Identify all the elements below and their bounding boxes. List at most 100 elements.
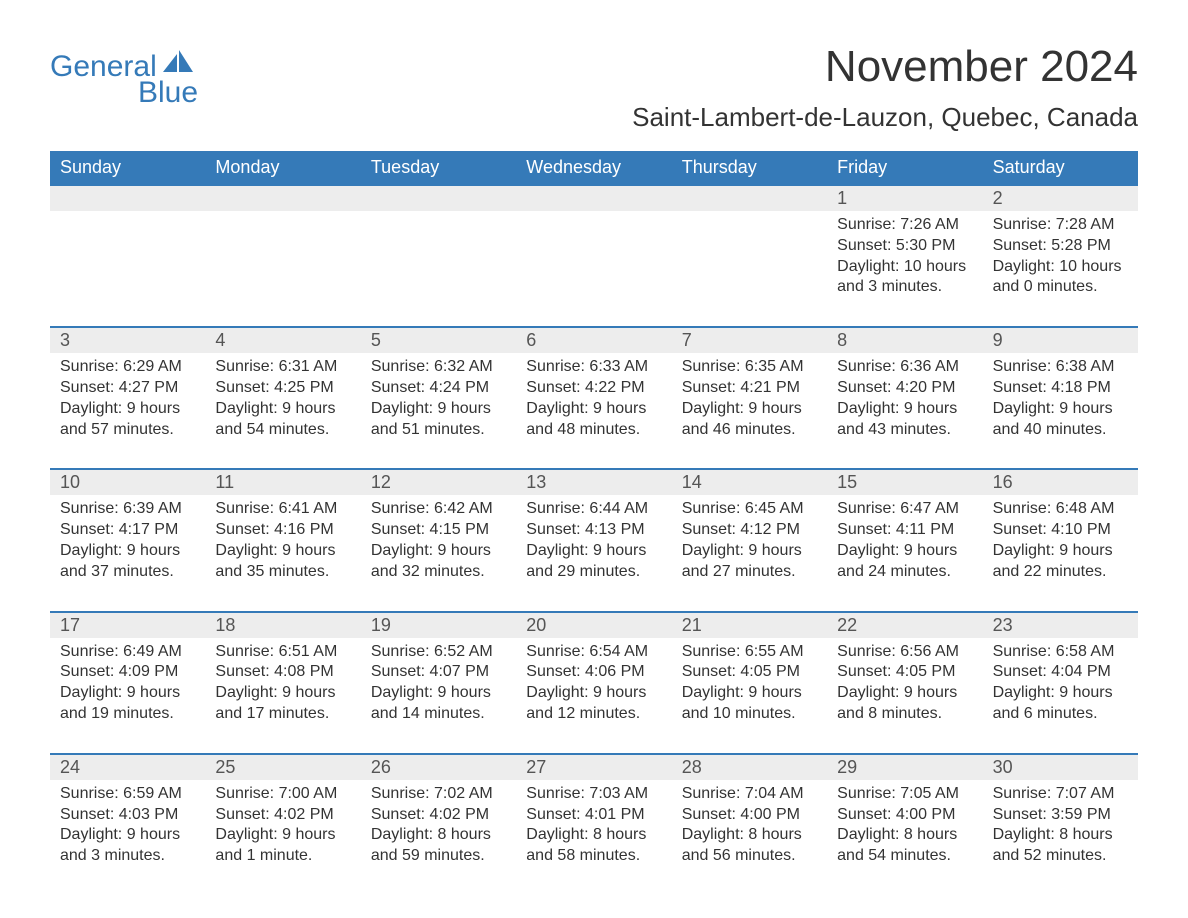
day-body: Sunrise: 6:42 AMSunset: 4:15 PMDaylight:… [361, 495, 516, 584]
sunrise-line: Sunrise: 6:33 AM [526, 357, 661, 378]
day-number: 23 [983, 613, 1138, 638]
daylight-line: Daylight: 8 hours and 54 minutes. [837, 825, 972, 867]
day-number [50, 186, 205, 211]
sunset-line: Sunset: 4:04 PM [993, 662, 1128, 683]
daylight-line: Daylight: 9 hours and 24 minutes. [837, 541, 972, 583]
daylight-line: Daylight: 10 hours and 0 minutes. [993, 257, 1128, 299]
day-body: Sunrise: 7:26 AMSunset: 5:30 PMDaylight:… [827, 211, 982, 300]
day-body: Sunrise: 7:03 AMSunset: 4:01 PMDaylight:… [516, 780, 671, 869]
daylight-line: Daylight: 9 hours and 46 minutes. [682, 399, 817, 441]
day-body: Sunrise: 6:45 AMSunset: 4:12 PMDaylight:… [672, 495, 827, 584]
location-subtitle: Saint-Lambert-de-Lauzon, Quebec, Canada [632, 102, 1138, 133]
day-body: Sunrise: 6:35 AMSunset: 4:21 PMDaylight:… [672, 353, 827, 442]
sunrise-line: Sunrise: 6:54 AM [526, 642, 661, 663]
sunset-line: Sunset: 5:30 PM [837, 236, 972, 257]
sunrise-line: Sunrise: 6:35 AM [682, 357, 817, 378]
sunset-line: Sunset: 4:10 PM [993, 520, 1128, 541]
weekday-header-cell: Friday [827, 151, 982, 184]
sunrise-line: Sunrise: 7:02 AM [371, 784, 506, 805]
day-number: 3 [50, 328, 205, 353]
brand-word2: Blue [138, 76, 198, 110]
weekday-header-row: SundayMondayTuesdayWednesdayThursdayFrid… [50, 151, 1138, 184]
day-number: 22 [827, 613, 982, 638]
week-body-row: Sunrise: 6:59 AMSunset: 4:03 PMDaylight:… [50, 780, 1138, 869]
sunset-line: Sunset: 4:00 PM [837, 805, 972, 826]
day-body: Sunrise: 6:33 AMSunset: 4:22 PMDaylight:… [516, 353, 671, 442]
day-body: Sunrise: 6:29 AMSunset: 4:27 PMDaylight:… [50, 353, 205, 442]
sunset-line: Sunset: 4:17 PM [60, 520, 195, 541]
daylight-line: Daylight: 8 hours and 59 minutes. [371, 825, 506, 867]
daylight-line: Daylight: 9 hours and 8 minutes. [837, 683, 972, 725]
day-body: Sunrise: 7:05 AMSunset: 4:00 PMDaylight:… [827, 780, 982, 869]
sunrise-line: Sunrise: 6:41 AM [215, 499, 350, 520]
day-body: Sunrise: 6:38 AMSunset: 4:18 PMDaylight:… [983, 353, 1138, 442]
sunrise-line: Sunrise: 6:55 AM [682, 642, 817, 663]
sunrise-line: Sunrise: 7:26 AM [837, 215, 972, 236]
daylight-line: Daylight: 8 hours and 52 minutes. [993, 825, 1128, 867]
calendar: SundayMondayTuesdayWednesdayThursdayFrid… [50, 151, 1138, 869]
day-number [672, 186, 827, 211]
sunset-line: Sunset: 4:05 PM [682, 662, 817, 683]
day-body: Sunrise: 6:56 AMSunset: 4:05 PMDaylight:… [827, 638, 982, 727]
brand-logo: General Blue [50, 42, 198, 110]
weekday-header-cell: Monday [205, 151, 360, 184]
day-number: 16 [983, 470, 1138, 495]
sunrise-line: Sunrise: 6:45 AM [682, 499, 817, 520]
week-daynum-row: 17181920212223 [50, 611, 1138, 638]
day-body [516, 211, 671, 300]
day-body: Sunrise: 6:51 AMSunset: 4:08 PMDaylight:… [205, 638, 360, 727]
sunset-line: Sunset: 4:24 PM [371, 378, 506, 399]
weekday-header-cell: Wednesday [516, 151, 671, 184]
week-body-row: Sunrise: 6:49 AMSunset: 4:09 PMDaylight:… [50, 638, 1138, 727]
sunrise-line: Sunrise: 6:56 AM [837, 642, 972, 663]
sunset-line: Sunset: 4:01 PM [526, 805, 661, 826]
daylight-line: Daylight: 9 hours and 29 minutes. [526, 541, 661, 583]
sunset-line: Sunset: 4:02 PM [215, 805, 350, 826]
day-body: Sunrise: 7:02 AMSunset: 4:02 PMDaylight:… [361, 780, 516, 869]
sunset-line: Sunset: 4:16 PM [215, 520, 350, 541]
day-number: 13 [516, 470, 671, 495]
weekday-header-cell: Tuesday [361, 151, 516, 184]
sunrise-line: Sunrise: 7:04 AM [682, 784, 817, 805]
sunrise-line: Sunrise: 6:48 AM [993, 499, 1128, 520]
calendar-week: 24252627282930Sunrise: 6:59 AMSunset: 4:… [50, 753, 1138, 869]
week-daynum-row: 24252627282930 [50, 753, 1138, 780]
day-number: 8 [827, 328, 982, 353]
calendar-week: 10111213141516Sunrise: 6:39 AMSunset: 4:… [50, 468, 1138, 584]
sunset-line: Sunset: 4:18 PM [993, 378, 1128, 399]
day-number: 12 [361, 470, 516, 495]
day-body: Sunrise: 6:41 AMSunset: 4:16 PMDaylight:… [205, 495, 360, 584]
daylight-line: Daylight: 9 hours and 17 minutes. [215, 683, 350, 725]
day-number: 21 [672, 613, 827, 638]
day-body: Sunrise: 7:28 AMSunset: 5:28 PMDaylight:… [983, 211, 1138, 300]
sunrise-line: Sunrise: 6:58 AM [993, 642, 1128, 663]
month-title: November 2024 [632, 42, 1138, 92]
day-body: Sunrise: 6:55 AMSunset: 4:05 PMDaylight:… [672, 638, 827, 727]
sunset-line: Sunset: 4:25 PM [215, 378, 350, 399]
daylight-line: Daylight: 9 hours and 6 minutes. [993, 683, 1128, 725]
sunset-line: Sunset: 4:15 PM [371, 520, 506, 541]
sunset-line: Sunset: 4:08 PM [215, 662, 350, 683]
day-body: Sunrise: 6:47 AMSunset: 4:11 PMDaylight:… [827, 495, 982, 584]
day-body: Sunrise: 6:49 AMSunset: 4:09 PMDaylight:… [50, 638, 205, 727]
daylight-line: Daylight: 9 hours and 54 minutes. [215, 399, 350, 441]
daylight-line: Daylight: 10 hours and 3 minutes. [837, 257, 972, 299]
week-body-row: Sunrise: 6:29 AMSunset: 4:27 PMDaylight:… [50, 353, 1138, 442]
day-number: 28 [672, 755, 827, 780]
day-number: 27 [516, 755, 671, 780]
daylight-line: Daylight: 9 hours and 12 minutes. [526, 683, 661, 725]
sunset-line: Sunset: 4:22 PM [526, 378, 661, 399]
weekday-header-cell: Thursday [672, 151, 827, 184]
sunset-line: Sunset: 5:28 PM [993, 236, 1128, 257]
day-number: 1 [827, 186, 982, 211]
sunrise-line: Sunrise: 6:49 AM [60, 642, 195, 663]
brand-sail-icon [163, 46, 193, 80]
day-body: Sunrise: 6:36 AMSunset: 4:20 PMDaylight:… [827, 353, 982, 442]
daylight-line: Daylight: 9 hours and 19 minutes. [60, 683, 195, 725]
day-number: 30 [983, 755, 1138, 780]
daylight-line: Daylight: 9 hours and 14 minutes. [371, 683, 506, 725]
day-number: 25 [205, 755, 360, 780]
sunset-line: Sunset: 4:09 PM [60, 662, 195, 683]
day-body: Sunrise: 6:58 AMSunset: 4:04 PMDaylight:… [983, 638, 1138, 727]
daylight-line: Daylight: 9 hours and 22 minutes. [993, 541, 1128, 583]
